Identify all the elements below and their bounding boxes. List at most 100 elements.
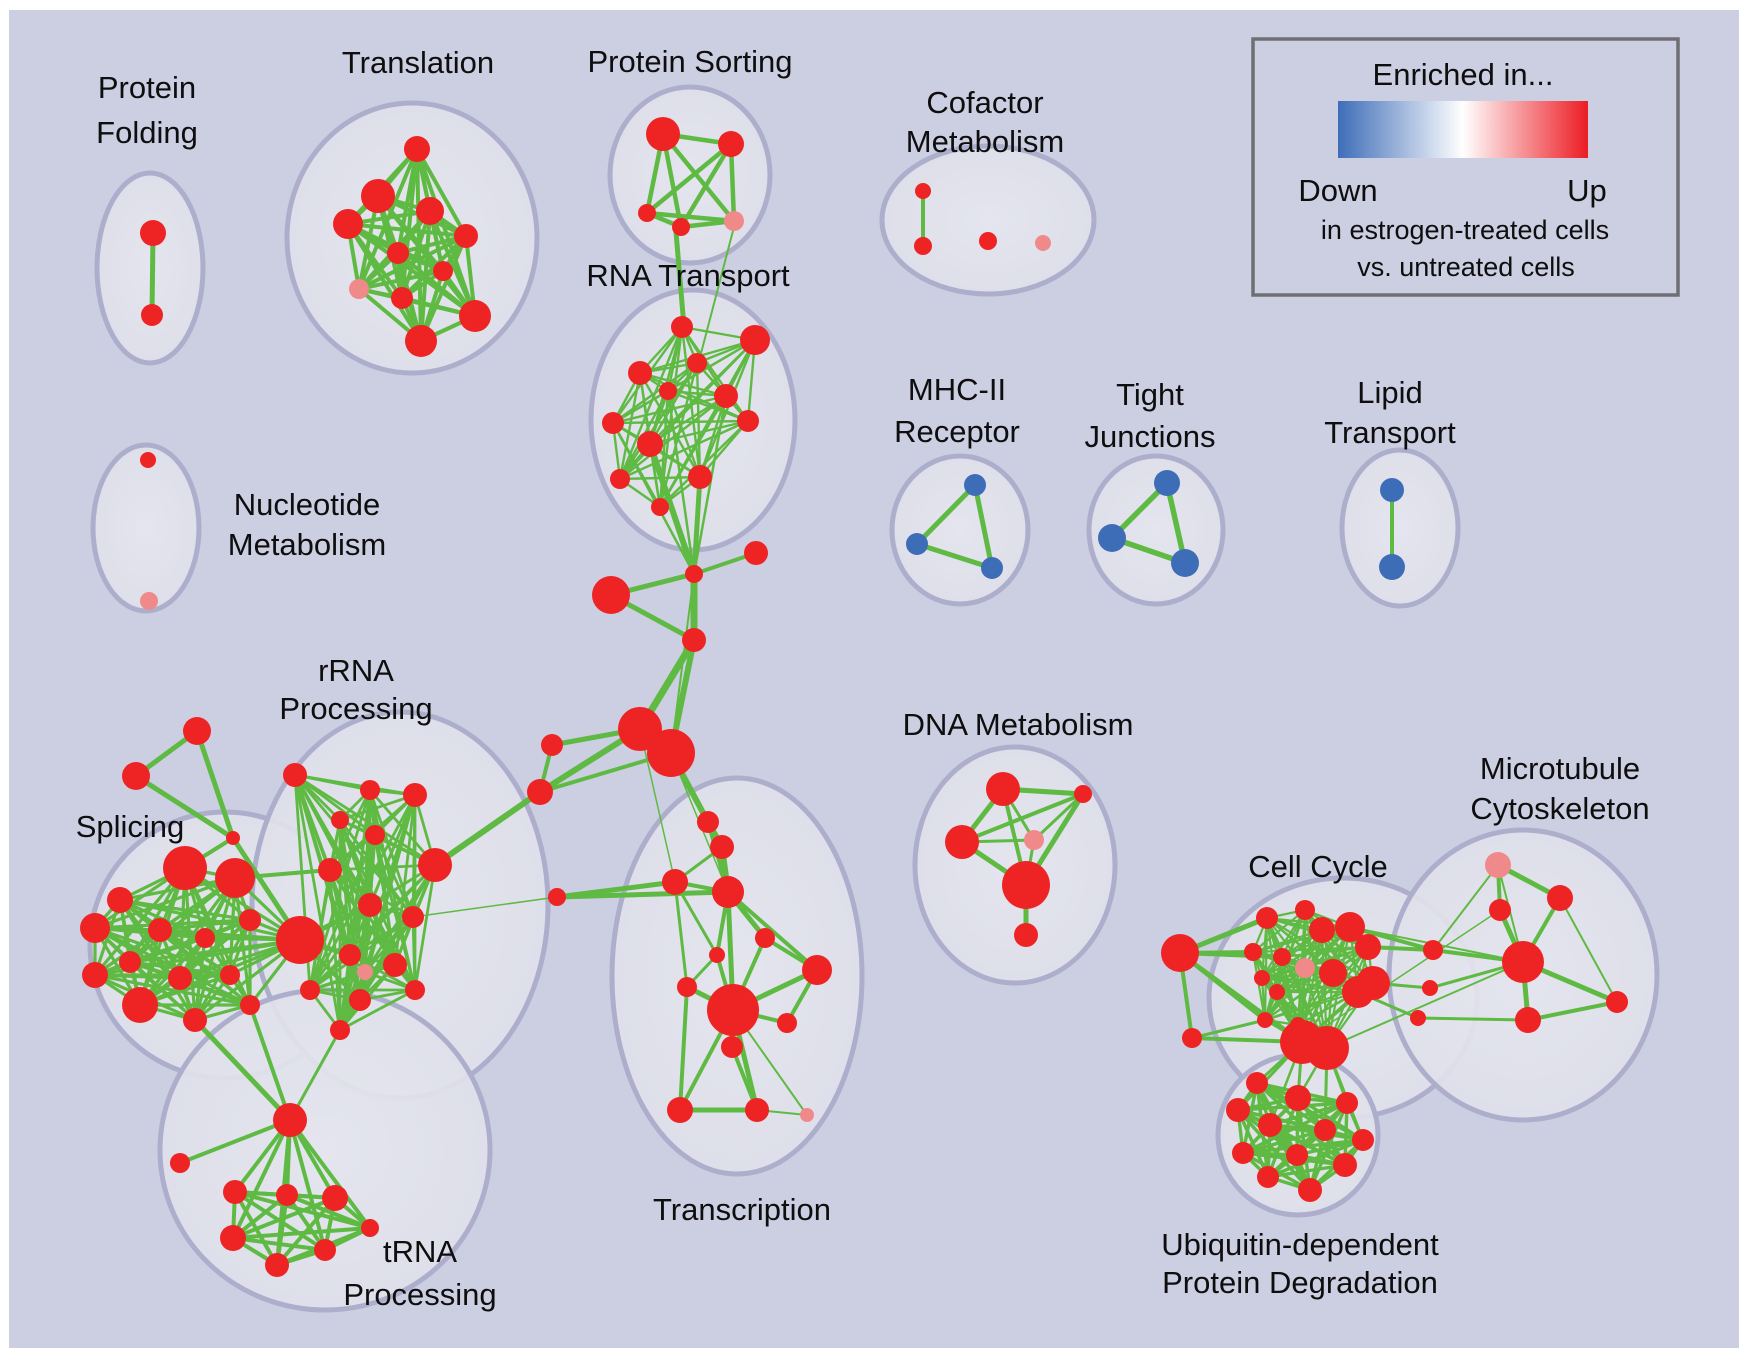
gene-set-node[interactable] [672,218,690,236]
gene-set-node[interactable] [418,848,452,882]
gene-set-node[interactable] [718,131,744,157]
gene-set-node[interactable] [1336,1092,1358,1114]
gene-set-node[interactable] [454,224,478,248]
gene-set-node[interactable] [1258,1113,1282,1137]
gene-set-node[interactable] [1254,970,1270,986]
gene-set-node[interactable] [707,984,759,1036]
gene-set-node[interactable] [1269,984,1285,1000]
gene-set-node[interactable] [122,987,158,1023]
gene-set-node[interactable] [220,965,240,985]
gene-set-node[interactable] [986,772,1020,806]
gene-set-node[interactable] [122,762,150,790]
gene-set-node[interactable] [721,1036,743,1058]
gene-set-node[interactable] [1273,948,1291,966]
gene-set-node[interactable] [1305,1026,1349,1070]
gene-set-node[interactable] [433,261,453,281]
gene-set-node[interactable] [1035,235,1051,251]
gene-set-node[interactable] [339,944,361,966]
gene-set-node[interactable] [1161,934,1199,972]
gene-set-node[interactable] [651,498,669,516]
gene-set-node[interactable] [1342,976,1374,1008]
gene-set-node[interactable] [906,533,928,555]
gene-set-node[interactable] [527,779,553,805]
gene-set-node[interactable] [714,384,738,408]
gene-set-node[interactable] [1002,861,1050,909]
gene-set-node[interactable] [349,279,369,299]
gene-set-node[interactable] [140,220,166,246]
gene-set-node[interactable] [140,452,156,468]
gene-set-node[interactable] [1098,524,1126,552]
gene-set-node[interactable] [148,918,172,942]
gene-set-node[interactable] [709,947,725,963]
gene-set-node[interactable] [914,237,932,255]
gene-set-node[interactable] [300,980,320,1000]
gene-set-node[interactable] [226,831,240,845]
gene-set-node[interactable] [405,980,425,1000]
gene-set-node[interactable] [724,211,744,231]
gene-set-node[interactable] [1257,1166,1279,1188]
gene-set-node[interactable] [1314,1119,1336,1141]
gene-set-node[interactable] [383,953,407,977]
gene-set-node[interactable] [273,1103,307,1137]
gene-set-node[interactable] [183,717,211,745]
gene-set-node[interactable] [1502,941,1544,983]
gene-set-node[interactable] [403,783,427,807]
gene-set-node[interactable] [1355,934,1381,960]
gene-set-node[interactable] [548,888,566,906]
gene-set-node[interactable] [1024,830,1044,850]
gene-set-node[interactable] [740,325,770,355]
gene-set-node[interactable] [1489,899,1511,921]
gene-set-node[interactable] [688,465,712,489]
gene-set-node[interactable] [361,1219,379,1237]
gene-set-node[interactable] [610,469,630,489]
gene-set-node[interactable] [1515,1007,1541,1033]
gene-set-node[interactable] [402,906,424,928]
gene-set-node[interactable] [1485,852,1511,878]
gene-set-node[interactable] [677,977,697,997]
gene-set-node[interactable] [1074,785,1092,803]
gene-set-node[interactable] [710,835,734,859]
gene-set-node[interactable] [671,316,693,338]
gene-set-node[interactable] [240,995,260,1015]
gene-set-node[interactable] [602,412,624,434]
gene-set-node[interactable] [1547,885,1573,911]
gene-set-node[interactable] [592,576,630,614]
gene-set-node[interactable] [1319,959,1347,987]
gene-set-node[interactable] [223,1180,247,1204]
gene-set-node[interactable] [357,964,373,980]
gene-set-node[interactable] [276,916,324,964]
gene-set-node[interactable] [107,887,133,913]
gene-set-node[interactable] [981,557,1003,579]
gene-set-node[interactable] [1352,1129,1374,1151]
gene-set-node[interactable] [628,361,652,385]
gene-set-node[interactable] [1298,1178,1322,1202]
gene-set-node[interactable] [945,825,979,859]
gene-set-node[interactable] [1380,478,1404,502]
gene-set-node[interactable] [1606,991,1628,1013]
gene-set-node[interactable] [170,1153,190,1173]
gene-set-node[interactable] [195,928,215,948]
gene-set-node[interactable] [140,592,158,610]
gene-set-node[interactable] [1154,470,1180,496]
gene-set-node[interactable] [333,209,363,239]
gene-set-node[interactable] [687,353,707,373]
gene-set-node[interactable] [1246,1072,1268,1094]
gene-set-node[interactable] [915,183,931,199]
gene-set-node[interactable] [662,869,688,895]
gene-set-node[interactable] [220,1225,246,1251]
gene-set-node[interactable] [1286,1144,1308,1166]
gene-set-node[interactable] [697,811,719,833]
gene-set-node[interactable] [1257,1012,1273,1028]
gene-set-node[interactable] [755,928,775,948]
gene-set-node[interactable] [1422,980,1438,996]
gene-set-node[interactable] [964,474,986,496]
gene-set-node[interactable] [777,1013,797,1033]
gene-set-node[interactable] [391,287,413,309]
gene-set-node[interactable] [541,734,563,756]
gene-set-node[interactable] [358,893,382,917]
gene-set-node[interactable] [800,1108,814,1122]
gene-set-node[interactable] [744,541,768,565]
gene-set-node[interactable] [416,197,444,225]
gene-set-node[interactable] [239,909,261,931]
gene-set-node[interactable] [802,955,832,985]
